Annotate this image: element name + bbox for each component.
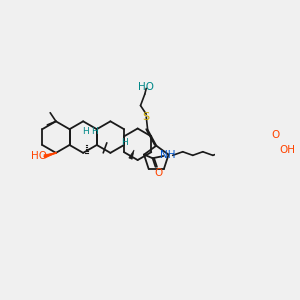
Text: O: O xyxy=(154,167,163,178)
Text: H: H xyxy=(82,127,89,136)
Text: HO: HO xyxy=(31,152,47,161)
Polygon shape xyxy=(129,150,134,159)
Text: OH: OH xyxy=(279,145,296,154)
Text: NH: NH xyxy=(160,150,176,160)
Polygon shape xyxy=(44,153,56,158)
Text: O: O xyxy=(271,130,279,140)
Text: H: H xyxy=(91,127,98,136)
Text: S: S xyxy=(143,112,150,122)
Text: HO: HO xyxy=(138,82,154,92)
Text: H: H xyxy=(122,138,128,147)
